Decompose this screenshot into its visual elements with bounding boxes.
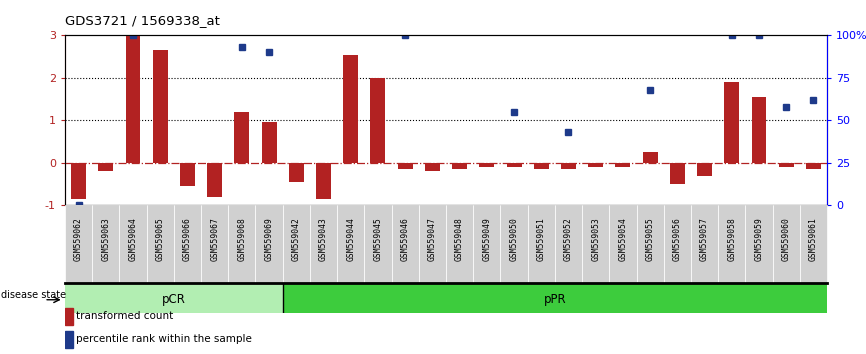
Bar [255,205,282,283]
Text: GSM559058: GSM559058 [727,217,736,261]
Text: pPR: pPR [544,293,566,306]
Bar [65,331,73,348]
Bar [533,163,549,169]
Bar [669,163,685,184]
Bar [501,205,527,283]
Text: GSM559057: GSM559057 [700,217,709,261]
Text: transformed count: transformed count [76,312,173,321]
Bar [616,163,630,167]
Text: GSM559065: GSM559065 [156,217,165,261]
Text: GSM559062: GSM559062 [74,217,83,261]
Text: GSM559068: GSM559068 [237,217,246,261]
Bar [425,163,440,171]
Bar [452,163,467,169]
Text: GSM559042: GSM559042 [292,217,301,261]
Bar [724,82,740,163]
Text: GSM559054: GSM559054 [618,217,627,261]
Bar [316,163,331,199]
Text: percentile rank within the sample: percentile rank within the sample [76,335,252,344]
Text: GSM559063: GSM559063 [101,217,110,261]
Text: GDS3721 / 1569338_at: GDS3721 / 1569338_at [65,14,220,27]
Text: GSM559052: GSM559052 [564,217,573,261]
Bar [174,205,201,283]
Bar [146,205,174,283]
Text: GSM559053: GSM559053 [591,217,600,261]
Bar [779,163,793,167]
Text: GSM559049: GSM559049 [482,217,491,261]
Text: disease state: disease state [1,290,66,300]
Bar [479,163,494,167]
Bar [337,205,365,283]
Text: GSM559044: GSM559044 [346,217,355,261]
Bar [371,78,385,163]
Bar [71,163,86,199]
Bar [588,163,603,167]
Bar [561,163,576,169]
Bar [365,205,391,283]
Text: GSM559056: GSM559056 [673,217,682,261]
Bar [310,205,337,283]
Bar [235,112,249,163]
Bar [718,205,746,283]
Text: GSM559067: GSM559067 [210,217,219,261]
Text: GSM559061: GSM559061 [809,217,818,261]
Bar [697,163,712,176]
Text: pCR: pCR [162,293,185,306]
Text: GSM559047: GSM559047 [428,217,436,261]
Text: GSM559066: GSM559066 [183,217,192,261]
Bar [92,205,120,283]
Bar [262,122,276,163]
Text: GSM559064: GSM559064 [128,217,138,261]
Bar [507,163,521,167]
Text: GSM559069: GSM559069 [265,217,274,261]
Bar [610,205,637,283]
Bar [120,205,146,283]
Bar [752,97,766,163]
Bar [288,163,304,182]
Text: GSM559050: GSM559050 [509,217,519,261]
Bar [282,283,827,313]
Bar [637,205,663,283]
Bar [282,205,310,283]
Bar [65,205,92,283]
Bar [201,205,229,283]
Text: GSM559051: GSM559051 [537,217,546,261]
Bar [663,205,691,283]
Bar [806,163,821,169]
Text: GSM559043: GSM559043 [319,217,328,261]
Text: GSM559055: GSM559055 [646,217,655,261]
Bar [126,35,140,163]
Bar [555,205,582,283]
Text: GSM559046: GSM559046 [401,217,410,261]
Bar [473,205,501,283]
Bar [65,308,73,325]
Bar [229,205,255,283]
Bar [343,55,359,163]
Bar [207,163,222,197]
Bar [397,163,412,169]
Bar [772,205,800,283]
Bar [691,205,718,283]
Bar [527,205,555,283]
Bar [800,205,827,283]
Text: GSM559045: GSM559045 [373,217,383,261]
Bar [180,163,195,186]
Text: GSM559048: GSM559048 [456,217,464,261]
Bar [419,205,446,283]
Text: GSM559060: GSM559060 [782,217,791,261]
Bar [98,163,113,171]
Bar [446,205,473,283]
Text: GSM559059: GSM559059 [754,217,764,261]
Bar [746,205,772,283]
Bar [391,205,419,283]
Bar [582,205,610,283]
Bar [65,283,282,313]
Bar [152,50,168,163]
Bar [643,152,657,163]
